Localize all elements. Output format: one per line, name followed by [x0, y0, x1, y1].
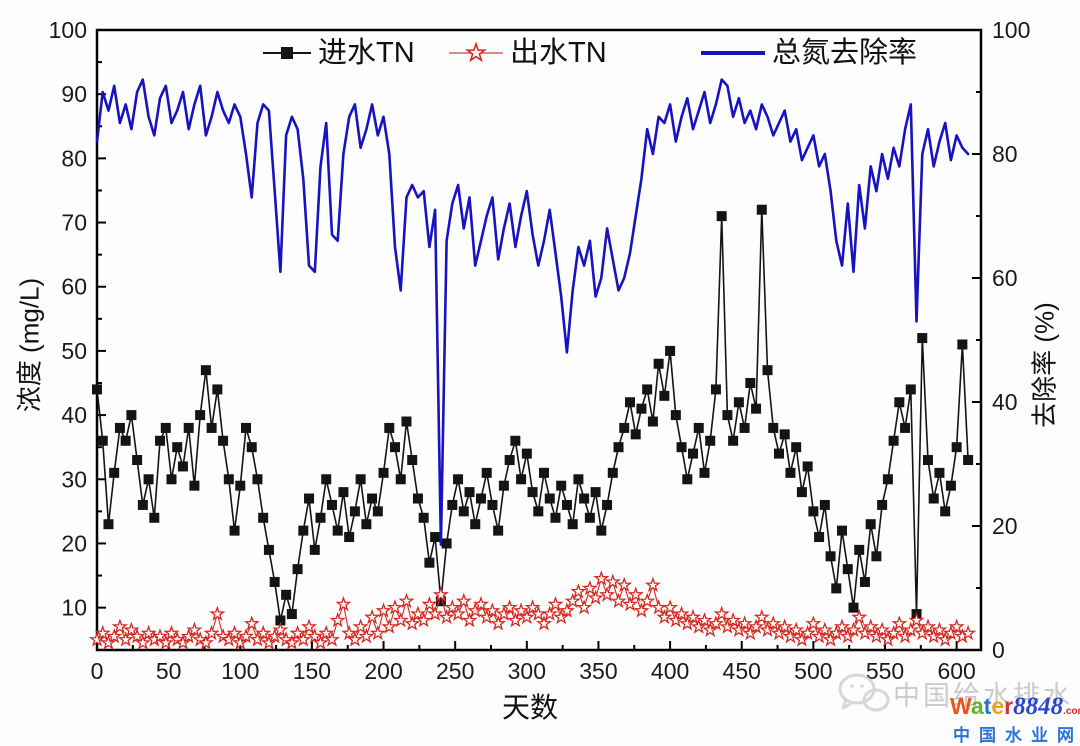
svg-text:300: 300 [508, 658, 546, 684]
svg-text:100: 100 [992, 17, 1030, 43]
legend-marker-influent-square-icon [263, 47, 311, 59]
svg-text:50: 50 [61, 338, 87, 364]
wechat-icon [838, 673, 890, 712]
svg-text:20: 20 [61, 530, 87, 556]
svg-text:550: 550 [866, 658, 904, 684]
svg-text:40: 40 [61, 402, 87, 428]
svg-text:350: 350 [579, 658, 617, 684]
legend-item-influent: 进水TN [262, 38, 415, 68]
watermark-8848: 8848 [1013, 693, 1064, 720]
svg-text:10: 10 [61, 595, 87, 621]
watermark-water8848: Water8848.com [950, 694, 1080, 724]
watermark-letter: W [950, 693, 971, 719]
series-removal-rate [95, 78, 970, 546]
watermark-gray-text: 中国给水排水 [893, 681, 1073, 711]
legend-item-removal: 总氮去除率 [700, 38, 917, 68]
watermark-cn-net: 中国水业网 [953, 726, 1080, 745]
left-axis-title: 浓度 (mg/L) [14, 277, 45, 413]
watermark-letter: r [1004, 693, 1014, 719]
series-influent-tn [92, 204, 974, 626]
x-axis-title: 天数 [501, 692, 559, 723]
svg-text:0: 0 [992, 637, 1005, 663]
svg-text:50: 50 [156, 658, 182, 684]
svg-text:80: 80 [992, 141, 1018, 167]
svg-text:20: 20 [992, 513, 1018, 539]
svg-text:60: 60 [61, 274, 87, 300]
legend-label-influent: 进水TN [318, 37, 415, 69]
svg-text:70: 70 [61, 210, 87, 236]
legend-label-effluent: 出水TN [510, 37, 607, 69]
right-axis-title: 去除率 (%) [1029, 302, 1060, 428]
svg-text:400: 400 [651, 658, 689, 684]
series-effluent-tn [88, 570, 977, 650]
watermark-letter: a [970, 693, 984, 719]
legend-item-effluent: 出水TN [448, 38, 607, 68]
axis-ticks [96, 29, 981, 651]
svg-text:80: 80 [61, 145, 87, 171]
svg-text:0: 0 [91, 658, 104, 684]
watermark-water-word: Water [950, 693, 1013, 719]
watermark-letter: t [983, 693, 992, 719]
legend-marker-effluent-star-icon [449, 41, 503, 63]
tick-labels: 10 20 30 40 50 60 70 80 90 100 0 20 40 60 80 100 0 50 100 1… [49, 17, 1031, 684]
svg-text:200: 200 [364, 658, 402, 684]
svg-text:250: 250 [436, 658, 474, 684]
svg-text:40: 40 [992, 389, 1018, 415]
svg-text:30: 30 [61, 466, 87, 492]
svg-text:600: 600 [937, 658, 975, 684]
svg-text:500: 500 [794, 658, 832, 684]
legend-marker-removal-line-icon [701, 51, 765, 55]
watermark-dotcom: .com [1063, 706, 1080, 717]
watermark-letter: e [991, 693, 1005, 719]
legend-label-removal: 总氮去除率 [772, 37, 918, 69]
svg-text:100: 100 [49, 17, 87, 43]
svg-text:100: 100 [221, 658, 259, 684]
svg-text:90: 90 [61, 81, 87, 107]
svg-text:60: 60 [992, 265, 1018, 291]
svg-text:150: 150 [293, 658, 331, 684]
svg-text:450: 450 [723, 658, 761, 684]
